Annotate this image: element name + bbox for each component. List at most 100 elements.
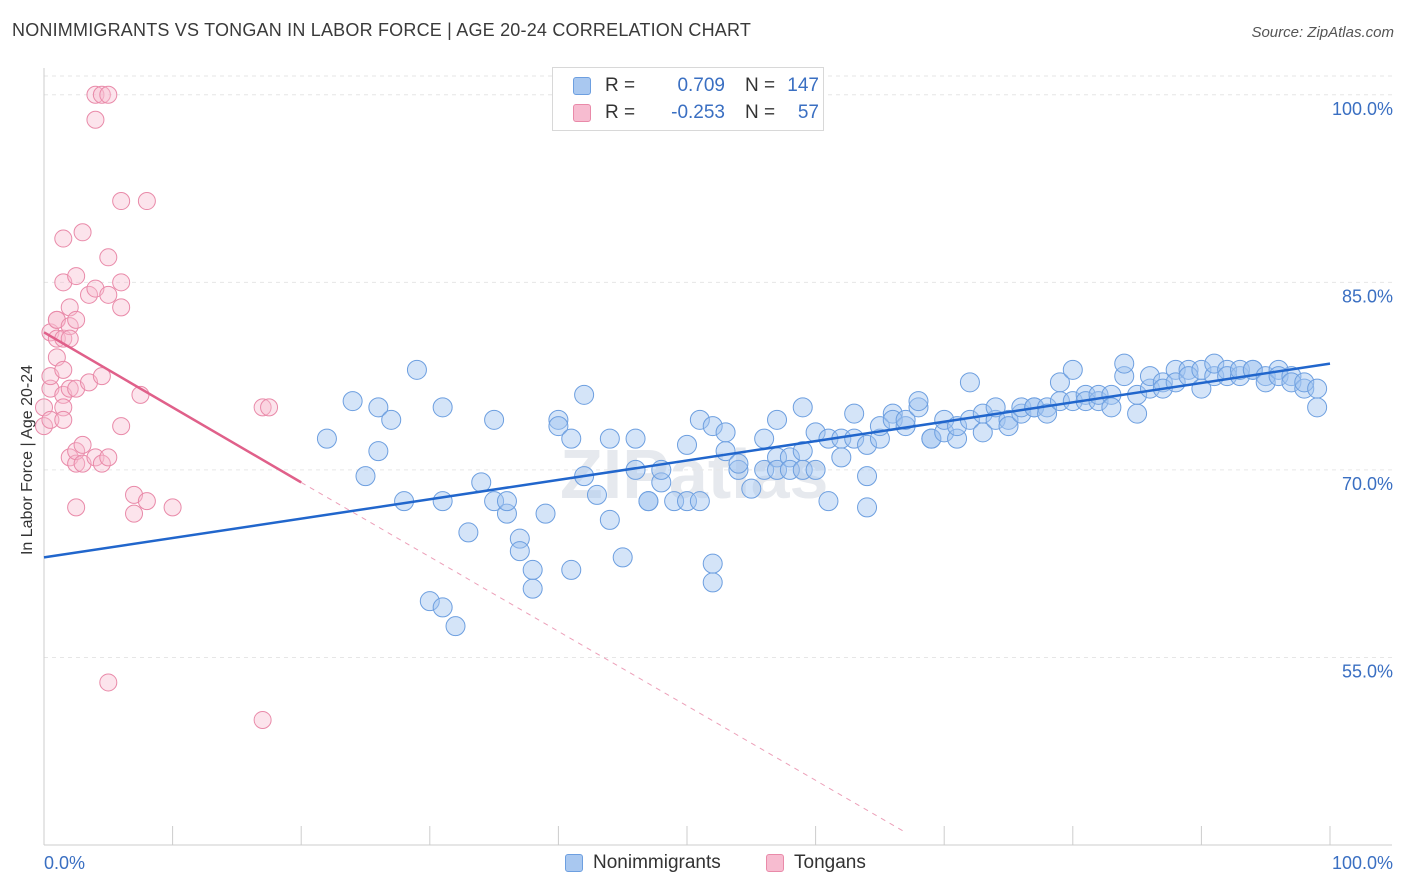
tongans-point — [99, 285, 118, 304]
tongans-point — [99, 673, 118, 692]
tongans-point — [41, 410, 60, 429]
nonimmigrants-point — [496, 491, 517, 512]
r-value: -0.253 — [671, 102, 725, 123]
nonimmigrants-point — [908, 391, 929, 412]
nonimmigrants-point — [1127, 403, 1148, 424]
nonimmigrants-point — [1191, 359, 1212, 380]
nonimmigrants-point — [998, 416, 1019, 437]
tongans-trend-extension — [300, 481, 906, 833]
nonimmigrants-point — [857, 434, 878, 455]
nonimmigrants-point — [638, 491, 659, 512]
n-label: N = — [745, 75, 776, 96]
nonimmigrants-point — [792, 397, 813, 418]
nonimmigrants-point — [959, 372, 980, 393]
nonimmigrants-trend-line — [43, 362, 1331, 559]
n-value: 147 — [787, 75, 819, 96]
nonimmigrants-legend-swatch — [565, 854, 583, 872]
nonimmigrants-point — [574, 384, 595, 405]
tongans-legend-swatch — [766, 854, 784, 872]
nonimmigrants-point — [419, 591, 440, 612]
nonimmigrants-point — [998, 409, 1019, 430]
nonimmigrants-point — [1307, 378, 1328, 399]
tongans-legend-label: Tongans — [794, 852, 866, 873]
nonimmigrants-point — [1139, 366, 1160, 387]
chart-source: Source: ZipAtlas.com — [1251, 24, 1394, 41]
nonimmigrants-point — [805, 459, 826, 480]
bottom-legend-tongans: Tongans — [766, 852, 866, 874]
tongans-point — [86, 85, 105, 104]
nonimmigrants-point — [857, 497, 878, 518]
tongans-point — [67, 267, 86, 286]
bottom-legend-nonimmigrants: Nonimmigrants — [565, 852, 721, 874]
r-value: 0.709 — [677, 75, 725, 96]
legend-row-nonimmigrants: R = 0.709 N = 147 — [573, 73, 819, 99]
nonimmigrants-point — [381, 409, 402, 430]
tongans-point — [125, 504, 144, 523]
tongans-point — [253, 398, 272, 417]
nonimmigrants-point — [484, 409, 505, 430]
nonimmigrants-point — [1294, 372, 1315, 393]
tongans-point — [60, 379, 79, 398]
nonimmigrants-point — [844, 403, 865, 424]
nonimmigrants-point — [625, 428, 646, 449]
tongans-point — [253, 710, 272, 729]
x-tick-label-max: 100.0% — [1332, 853, 1393, 873]
nonimmigrants-point — [818, 491, 839, 512]
y-tick-label: 55.0% — [1342, 661, 1393, 681]
nonimmigrants-point — [355, 466, 376, 487]
n-label: N = — [745, 102, 776, 123]
nonimmigrants-point — [882, 403, 903, 424]
tongans-point — [260, 398, 279, 417]
nonimmigrants-point — [702, 572, 723, 593]
nonimmigrants-point — [921, 428, 942, 449]
nonimmigrants-point — [689, 409, 710, 430]
tongans-point — [112, 417, 131, 436]
nonimmigrants-point — [612, 547, 633, 568]
nonimmigrants-point — [458, 522, 479, 543]
tongans-point — [99, 248, 118, 267]
tongans-point — [54, 398, 73, 417]
nonimmigrants-point — [715, 422, 736, 443]
nonimmigrants-point — [1204, 353, 1225, 374]
tongans-point — [137, 192, 156, 211]
nonimmigrants-point — [689, 491, 710, 512]
tongans-point — [112, 298, 131, 317]
tongans-point — [73, 223, 92, 242]
tongans-point — [86, 110, 105, 129]
r-label: R = — [605, 102, 636, 123]
nonimmigrants-point — [599, 428, 620, 449]
tongans-point — [73, 435, 92, 454]
nonimmigrants-point — [857, 466, 878, 487]
nonimmigrants-point — [445, 616, 466, 637]
tongans-point — [99, 85, 118, 104]
nonimmigrants-point — [548, 409, 569, 430]
nonimmigrants-point — [316, 428, 337, 449]
x-tick-label-min: 0.0% — [44, 853, 85, 873]
nonimmigrants-point — [741, 478, 762, 499]
nonimmigrants-swatch — [573, 77, 591, 95]
nonimmigrants-point — [548, 416, 569, 437]
nonimmigrants-point — [432, 397, 453, 418]
nonimmigrants-point — [1114, 353, 1135, 374]
nonimmigrants-point — [599, 509, 620, 530]
tongans-point — [54, 360, 73, 379]
nonimmigrants-point — [702, 553, 723, 574]
tongans-point — [137, 492, 156, 511]
nonimmigrants-point — [586, 484, 607, 505]
nonimmigrants-point — [754, 428, 775, 449]
tongans-point — [163, 498, 182, 517]
nonimmigrants-point — [561, 559, 582, 580]
nonimmigrants-point — [1062, 359, 1083, 380]
legend-row-tongans: R = -0.253 N = 57 — [573, 100, 819, 126]
chart-title: NONIMMIGRANTS VS TONGAN IN LABOR FORCE |… — [12, 20, 752, 40]
nonimmigrants-point — [1101, 397, 1122, 418]
y-tick-label: 70.0% — [1342, 474, 1393, 494]
nonimmigrants-point — [895, 409, 916, 430]
tongans-point — [92, 367, 111, 386]
nonimmigrants-point — [522, 559, 543, 580]
nonimmigrants-point — [831, 447, 852, 468]
nonimmigrants-point — [368, 397, 389, 418]
tongans-point — [99, 448, 118, 467]
y-tick-label: 85.0% — [1342, 286, 1393, 306]
